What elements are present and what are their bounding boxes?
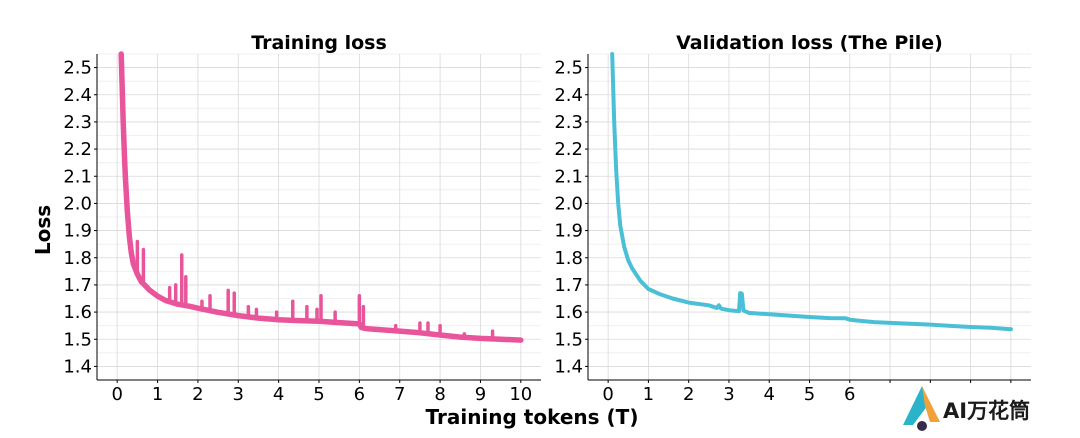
training-loss-panel: 1.4 1.5 1.6 1.7 1.8 1.9 2.0 2.1 2.2 2.3 2.4 2.5 0 1 2 3… (63, 32, 541, 405)
validation-y-tick-label: 1.4 (554, 356, 583, 377)
training-x-tick-label: 10 (509, 384, 532, 405)
training-x-tick-label: 4 (273, 384, 284, 405)
validation-y-tick-label: 1.5 (554, 329, 583, 350)
training-loss-title: Training loss (251, 32, 387, 54)
validation-y-tick-label: 2.0 (554, 193, 583, 214)
y-axis-label: Loss (31, 205, 55, 255)
validation-y-tick-label: 2.5 (554, 58, 583, 79)
training-x-tick-label: 1 (152, 384, 163, 405)
training-x-tick-label: 9 (475, 384, 486, 405)
validation-y-tick-label: 1.9 (554, 221, 583, 242)
validation-x-tick-label: 1 (643, 384, 654, 405)
training-y-tick-label: 2.4 (63, 85, 92, 106)
validation-y-tick-label: 2.4 (554, 85, 583, 106)
training-y-tick-label: 2.2 (63, 139, 92, 160)
watermark-text: AI万花筒 (943, 399, 1030, 423)
validation-x-tick-label: 0 (602, 384, 613, 405)
training-x-tick-label: 6 (354, 384, 365, 405)
validation-y-tick-label: 1.8 (554, 248, 583, 269)
watermark-logo: AI万花筒 (903, 386, 1030, 431)
training-y-tick-label: 2.0 (63, 193, 92, 214)
training-x-tick-label: 5 (313, 384, 324, 405)
training-y-tick-label: 1.7 (63, 275, 92, 296)
watermark-logo-icon-accent (922, 386, 940, 422)
validation-y-tick-label: 1.7 (554, 275, 583, 296)
training-x-tick-label: 2 (192, 384, 203, 405)
validation-y-tick-label: 1.6 (554, 302, 583, 323)
validation-loss-panel: 1.4 1.5 1.6 1.7 1.8 1.9 2.0 2.1 2.2 2.3 2.4 2.5 0 1 2 3… (554, 32, 1031, 405)
training-y-tick-label: 1.8 (63, 248, 92, 269)
training-y-tick-label: 2.5 (63, 58, 92, 79)
validation-x-tick-label: 4 (764, 384, 775, 405)
training-y-tick-label: 2.1 (63, 166, 92, 187)
training-loss-line (118, 51, 524, 343)
validation-x-tick-label: 2 (683, 384, 694, 405)
validation-x-tick-label: 3 (723, 384, 734, 405)
validation-y-tick-label: 2.1 (554, 166, 583, 187)
validation-loss-title: Validation loss (The Pile) (676, 32, 943, 54)
training-x-tick-label: 8 (434, 384, 445, 405)
training-y-tick-label: 1.4 (63, 356, 92, 377)
watermark-logo-dot (917, 421, 927, 431)
training-y-tick-label: 2.3 (63, 112, 92, 133)
validation-y-tick-label: 2.3 (554, 112, 583, 133)
training-y-tick-label: 1.5 (63, 329, 92, 350)
training-y-tick-label: 1.9 (63, 221, 92, 242)
x-axis-label: Training tokens (T) (426, 405, 639, 429)
training-x-tick-label: 0 (111, 384, 122, 405)
validation-x-tick-label: 5 (804, 384, 815, 405)
validation-loss-line (610, 52, 1013, 332)
watermark-logo-icon (903, 386, 928, 425)
training-y-tick-label: 1.6 (63, 302, 92, 323)
validation-y-tick-label: 2.2 (554, 139, 583, 160)
training-x-tick-label: 3 (233, 384, 244, 405)
training-x-tick-label: 7 (394, 384, 405, 405)
validation-x-tick-label: 6 (844, 384, 855, 405)
